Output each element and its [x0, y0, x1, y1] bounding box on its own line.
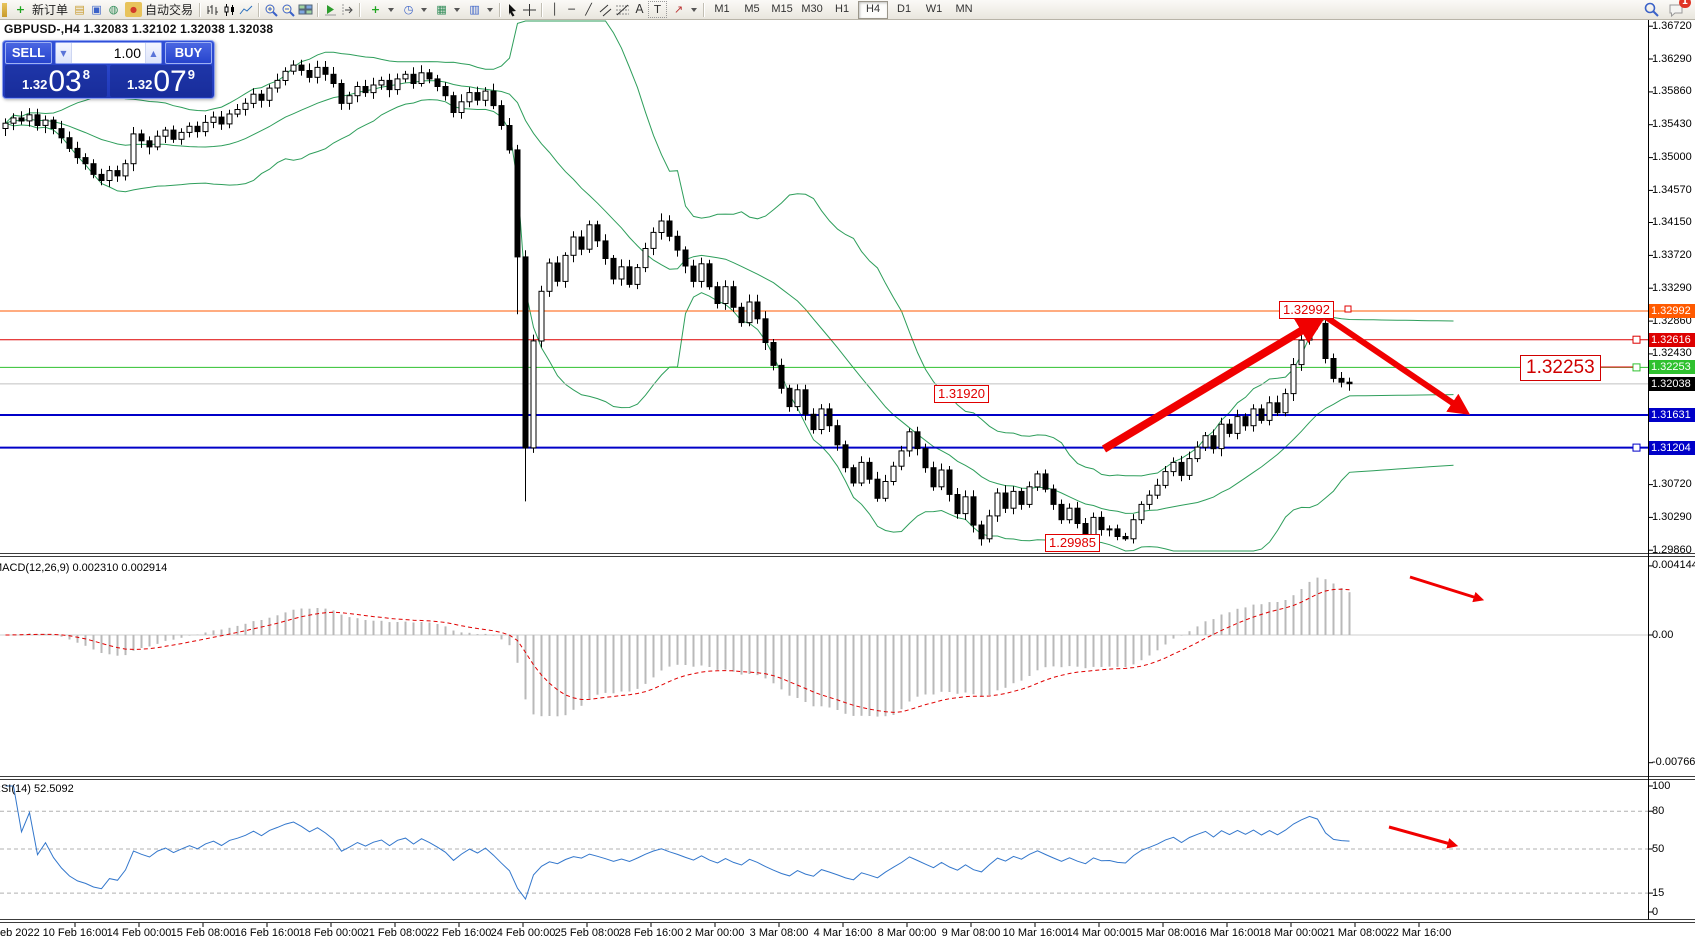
arrow-tool-icon: ↗ [673, 3, 684, 16]
bollinger-bands [5, 20, 1454, 552]
separator [199, 2, 202, 17]
signals-icon[interactable]: ◍ [108, 3, 119, 16]
volume-spinner: ▼ 1.00 ▲ [55, 42, 162, 64]
line-anchor[interactable] [1632, 443, 1641, 452]
macd-histogram [12, 577, 1351, 717]
buy-price-pip: 9 [187, 67, 195, 82]
separator [258, 2, 261, 17]
trend-up-arrow[interactable] [1101, 316, 1326, 453]
arrows-tool-button[interactable]: ↗ [667, 1, 700, 18]
timeframe-m30[interactable]: M30 [801, 2, 823, 15]
buy-price-prefix: 1.32 [127, 77, 153, 92]
clock-icon: ◷ [403, 3, 414, 16]
rsi-down-arrow[interactable] [1388, 825, 1459, 849]
chat-icon[interactable]: 1 [1668, 0, 1691, 17]
trendline-icon[interactable]: ╱ [585, 3, 592, 16]
auto-scroll-icon[interactable] [322, 2, 339, 17]
rsi-label: RSI(14) 52.5092 [0, 783, 74, 795]
sell-price-button[interactable]: 1.32 03 8 [5, 65, 107, 97]
toolbar-right: 1 [1643, 0, 1693, 17]
chevron-down-icon [454, 7, 461, 12]
timeframe-m1[interactable]: M1 [714, 2, 730, 15]
profiles-button[interactable]: ▥ [463, 1, 496, 18]
fibonacci-icon[interactable] [614, 2, 631, 17]
buy-price-big: 07 [153, 65, 187, 98]
timeframe-h4[interactable]: H4 [858, 0, 889, 19]
separator [703, 2, 706, 17]
timeframe-d1[interactable]: D1 [897, 2, 912, 15]
tile-windows-icon[interactable] [297, 2, 314, 17]
autotrading-button[interactable]: ● 自动交易 [122, 1, 196, 18]
indicators-icon: + [370, 3, 381, 16]
candlestick-chart-icon[interactable] [221, 2, 238, 17]
timeframe-group: M1 M5 M15 M30 H1 H4 D1 W1 MN [708, 0, 978, 19]
crosshair-icon[interactable] [521, 2, 538, 17]
autotrading-label: 自动交易 [145, 3, 194, 17]
indicators-button[interactable]: + [364, 1, 397, 18]
chart-windows-icon[interactable]: ▤ [74, 3, 85, 16]
sell-price-prefix: 1.32 [22, 77, 48, 92]
community-icon[interactable]: ▣ [91, 3, 102, 16]
volume-value[interactable]: 1.00 [113, 45, 141, 61]
notification-badge: 1 [1678, 0, 1691, 8]
label-tool-icon[interactable]: T [648, 1, 668, 18]
new-order-icon: + [15, 3, 26, 16]
channel-icon[interactable] [597, 2, 614, 17]
timeframe-h1[interactable]: H1 [835, 2, 850, 15]
buy-button[interactable]: BUY [165, 42, 212, 64]
rsi-line [5, 785, 1350, 901]
timeframe-w1[interactable]: W1 [925, 2, 943, 15]
new-order-button[interactable]: + 新订单 [9, 1, 71, 18]
separator [317, 2, 320, 17]
templates-button[interactable]: ▦ [430, 1, 463, 18]
bar-chart-icon[interactable] [204, 2, 221, 17]
sell-price-big: 03 [48, 65, 82, 98]
sell-button[interactable]: SELL [5, 42, 52, 64]
chevron-down-icon [487, 7, 494, 12]
sell-price-pip: 8 [82, 67, 90, 82]
zoom-out-icon[interactable] [280, 2, 297, 17]
trend-down-arrow[interactable] [1321, 312, 1471, 415]
line-anchor[interactable] [1632, 363, 1641, 372]
autotrading-icon: ● [125, 2, 143, 17]
one-click-trading-panel: SELL ▼ 1.00 ▲ BUY 1.32 03 8 1.32 07 9 [2, 40, 215, 99]
vertical-line-icon[interactable]: │ [551, 3, 558, 16]
macd-label: MACD(12,26,9) 0.002310 0.002914 [0, 562, 168, 574]
chevron-down-icon [691, 7, 698, 12]
chevron-down-icon [421, 7, 428, 12]
chevron-down-icon [388, 7, 395, 12]
new-order-label: 新订单 [32, 3, 69, 17]
text-tool-icon[interactable]: A [635, 2, 644, 16]
toolbar: + 新订单 ▤ ▣ ◍ ● 自动交易 + ◷ ▦ ▥ │ ─ ╱ [0, 0, 1695, 20]
macd-signal-line [5, 588, 1350, 713]
cursor-icon[interactable] [504, 2, 521, 17]
chart-title: GBPUSD-,H4 1.32083 1.32102 1.32038 1.320… [4, 22, 274, 36]
line-anchor[interactable] [1632, 335, 1641, 344]
separator [541, 2, 544, 17]
timeframe-mn[interactable]: MN [955, 2, 973, 15]
profile-icon: ▥ [469, 3, 480, 16]
horizontal-line-icon[interactable]: ─ [568, 3, 575, 16]
macd-down-arrow[interactable] [1409, 575, 1485, 603]
volume-decrease-button[interactable]: ▼ [56, 43, 72, 63]
zoom-in-icon[interactable] [263, 2, 280, 17]
volume-increase-button[interactable]: ▲ [145, 43, 161, 63]
periods-button[interactable]: ◷ [397, 1, 430, 18]
timeframe-m15[interactable]: M15 [771, 2, 793, 15]
candlestick-series [2, 59, 1353, 546]
chart-shift-icon[interactable] [339, 2, 356, 17]
partial-icon [2, 2, 7, 17]
search-icon[interactable] [1643, 2, 1660, 17]
timeframe-m5[interactable]: M5 [744, 2, 760, 15]
line-chart-icon[interactable] [238, 2, 255, 17]
separator [359, 2, 362, 17]
separator [499, 2, 502, 17]
template-icon: ▦ [436, 3, 447, 16]
buy-price-button[interactable]: 1.32 07 9 [110, 65, 212, 97]
